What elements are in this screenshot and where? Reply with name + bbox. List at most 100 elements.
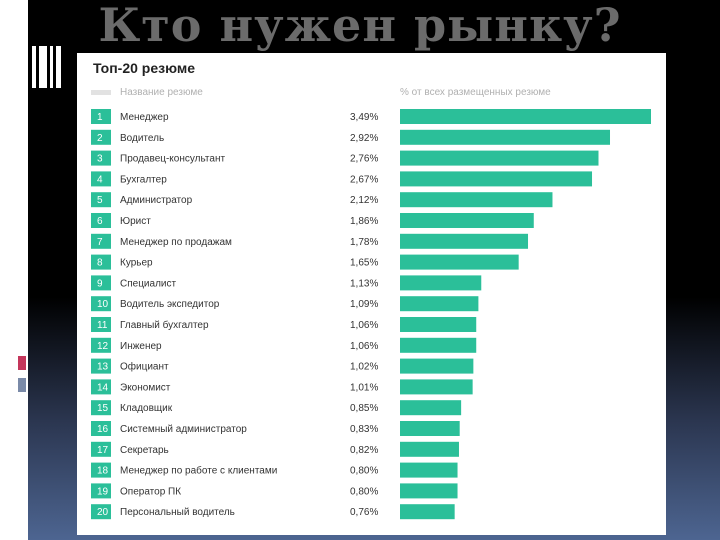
bar [400,233,529,249]
rank-number: 15 [97,403,109,414]
rank-number: 14 [97,382,109,393]
bar [400,421,460,436]
category-label: Менеджер [120,112,169,123]
bar [400,400,462,416]
header-marker [91,90,111,95]
rank-number: 17 [97,445,109,456]
value-label: 2,67% [350,174,378,185]
rank-number: 16 [97,424,109,435]
bar [400,129,611,145]
rank-badge [91,109,111,124]
value-label: 0,80% [350,466,378,477]
bar [400,358,474,374]
slide-side-marker [18,356,26,370]
value-label: 1,65% [350,258,378,269]
rank-badge [91,421,111,436]
value-label: 1,13% [350,278,378,289]
rank-badge [91,213,111,228]
rank-badge [91,171,111,187]
rank-number: 20 [97,507,109,518]
rank-number: 1 [97,112,103,123]
rank-badge [91,233,111,249]
rank-number: 18 [97,466,109,477]
rank-badge [91,192,111,208]
rank-number: 7 [97,237,103,248]
column-header-name: Название резюме [120,87,203,98]
rank-badge [91,150,111,166]
bar [400,337,477,353]
rank-number: 9 [97,278,103,289]
bar [400,504,455,520]
rank-number: 6 [97,216,103,227]
bar [400,150,599,166]
rank-number: 3 [97,154,103,165]
bar [400,317,477,332]
value-label: 1,02% [350,362,378,373]
rank-number: 11 [97,320,108,331]
rank-badge [91,441,111,457]
bar [400,483,458,499]
bar [400,254,519,270]
category-label: Продавец-консультант [120,154,225,165]
bar [400,171,593,187]
category-label: Курьер [120,258,153,269]
rank-badge [91,254,111,270]
bar [400,462,458,478]
rank-badge [91,400,111,416]
rank-badge [91,337,111,353]
value-label: 0,83% [350,424,378,435]
rank-badge [91,358,111,374]
category-label: Специалист [120,278,176,289]
bar-chart: 1 Менеджер 3,49% 2 Водитель 2,92% 3 Продавец-ко… [91,109,651,520]
slide-left-stripe [0,0,28,540]
rank-number: 8 [97,258,103,269]
category-label: Менеджер по работе с клиентами [120,465,277,477]
category-label: Официант [120,361,169,373]
category-label: Водитель [120,133,164,144]
rank-number: 4 [97,174,103,185]
rank-badge [91,504,111,520]
slide-side-marker [18,378,26,392]
bar [400,109,651,124]
value-label: 3,49% [350,112,378,123]
value-label: 0,85% [350,403,378,414]
rank-number: 10 [97,299,109,310]
value-label: 1,78% [350,237,378,248]
category-label: Системный администратор [120,424,247,435]
column-header-percent: % от всех размещенных резюме [400,87,551,98]
rank-number: 12 [97,341,109,352]
bar [400,379,473,395]
value-label: 2,12% [350,195,378,206]
rank-number: 5 [97,195,103,206]
category-label: Администратор [120,195,193,206]
rank-badge [91,483,111,499]
category-label: Кладовщик [120,403,173,414]
slide-decoration [22,46,74,88]
value-label: 2,76% [350,154,378,165]
value-label: 1,06% [350,341,378,352]
rank-badge [91,379,111,395]
category-label: Секретарь [120,445,169,456]
category-label: Персональный водитель [120,507,235,518]
category-label: Юрист [120,216,151,227]
category-label: Экономист [120,382,171,393]
rank-number: 19 [97,486,109,497]
category-label: Оператор ПК [120,486,181,497]
category-label: Водитель экспедитор [120,299,220,310]
value-label: 1,86% [350,216,378,227]
bar [400,213,534,228]
value-label: 0,82% [350,445,378,456]
rank-badge [91,317,111,332]
bar [400,441,459,457]
chart-title: Топ-20 резюме [93,60,196,76]
chart-card: Топ-20 резюме Название резюме % от всех … [77,53,666,535]
rank-number: 13 [97,362,109,373]
rank-badge [91,275,111,291]
category-label: Инженер [120,341,162,352]
value-label: 1,09% [350,299,378,310]
bar [400,192,553,208]
rank-number: 2 [97,133,103,144]
bar [400,296,479,312]
rank-badge [91,296,111,312]
value-label: 0,76% [350,507,378,518]
